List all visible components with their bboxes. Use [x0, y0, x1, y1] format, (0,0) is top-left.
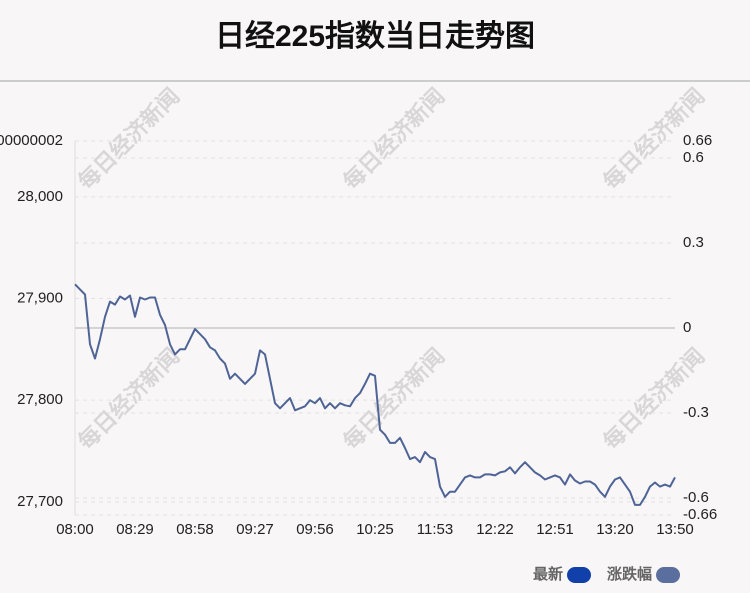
- x-tick-label: 13:20: [596, 521, 634, 538]
- watermark: 每日经济新闻: [73, 343, 184, 454]
- y-tick-label: 28,054.950000000002: [0, 132, 63, 149]
- y-tick-label: 27,900: [17, 289, 63, 306]
- legend-swatch: [656, 567, 681, 583]
- x-tick-label: 08:00: [56, 521, 94, 538]
- y2-tick-label: 0: [683, 319, 691, 336]
- x-tick-label: 12:22: [476, 521, 514, 538]
- chart-title: 日经225指数当日走势图: [215, 19, 535, 53]
- price-line: [74, 283, 676, 506]
- x-tick-label: 09:56: [296, 521, 334, 538]
- x-tick-label: 13:50: [656, 521, 694, 538]
- y2-tick-label: -0.6: [683, 489, 709, 506]
- x-tick-label: 09:27: [236, 521, 274, 538]
- y2-tick-label: -0.3: [683, 404, 709, 421]
- y-tick-label: 28,000: [17, 188, 63, 205]
- x-tick-label: 12:51: [536, 521, 574, 538]
- y2-tick-label: 0.6: [683, 149, 704, 166]
- y2-tick-label: 0.3: [683, 234, 704, 251]
- watermark: 每日经济新闻: [73, 83, 184, 194]
- x-tick-label: 10:25: [356, 521, 394, 538]
- watermark: 每日经济新闻: [338, 83, 449, 194]
- legend-swatch: [567, 567, 592, 583]
- watermark: 每日经济新闻: [598, 343, 709, 454]
- y-tick-label: 27,800: [17, 391, 63, 408]
- y2-tick-label: -0.66: [683, 506, 717, 523]
- x-tick-label: 08:29: [116, 521, 154, 538]
- y-tick-label: 27,700: [17, 493, 63, 510]
- x-tick-label: 11:53: [417, 521, 453, 538]
- legend-label: 最新: [533, 565, 563, 583]
- legend-label: 涨跌幅: [607, 565, 652, 583]
- x-tick-label: 08:58: [176, 521, 214, 538]
- y2-tick-label: 0.66: [683, 132, 712, 149]
